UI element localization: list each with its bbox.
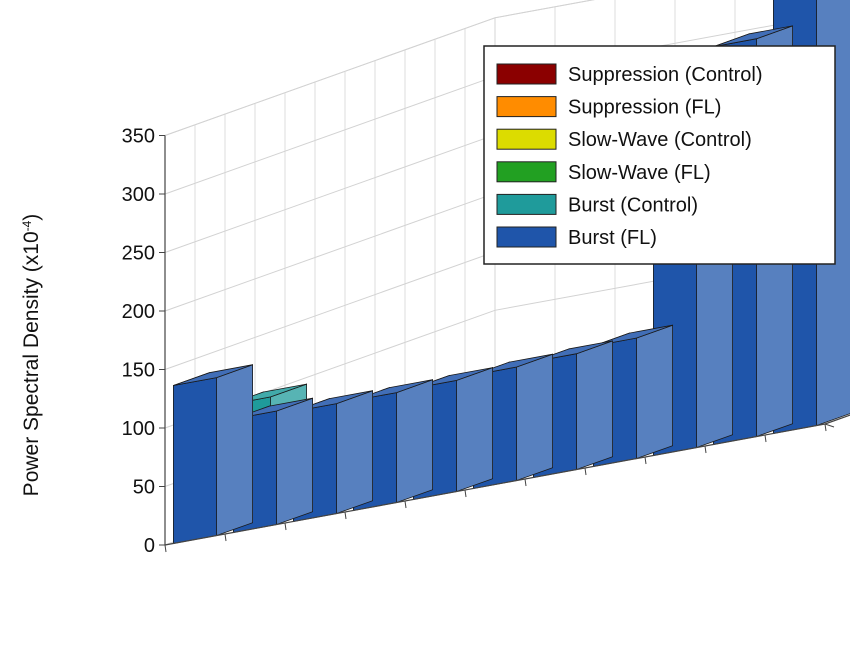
x-tick-mark: [764, 434, 767, 443]
legend-label: Burst (FL): [568, 227, 657, 249]
x-tick-mark: [824, 423, 827, 432]
legend-swatch: [496, 96, 557, 118]
legend-swatch: [496, 161, 557, 183]
legend-swatch: [496, 63, 557, 85]
y-tick-label: 100: [122, 418, 155, 440]
x-tick-mark: [344, 511, 347, 520]
y-tick-label: 300: [122, 184, 155, 206]
y-tick-label: 250: [122, 243, 155, 265]
y-tick-label: 200: [122, 301, 155, 323]
x-tick-mark: [284, 522, 287, 531]
legend-label: Burst (Control): [568, 194, 698, 216]
depth-axis: CorticalSC: [164, 414, 850, 553]
legend-label: Suppression (Control): [568, 64, 763, 86]
legend-swatch: [496, 193, 557, 215]
x-tick-mark: [524, 478, 527, 487]
y-tick-label: 350: [122, 126, 155, 148]
legend-label: Suppression (FL): [568, 97, 721, 119]
y-axis-title: Power Spectral Density (x10-4): [20, 214, 43, 497]
gridline: [164, 244, 850, 429]
legend-swatch: [496, 226, 557, 248]
x-tick-mark: [464, 489, 467, 498]
depth-tick-mark: [824, 423, 835, 428]
x-axis-line: [164, 423, 826, 546]
x-tick-mark: [164, 544, 167, 553]
y-axis-title-sup: -4: [20, 220, 34, 231]
x-tick-mark: [644, 456, 647, 465]
legend-label: Slow-Wave (FL): [568, 162, 711, 184]
x-tick-mark: [584, 467, 587, 476]
y-axis: 0 50 100 150 200 250 300 350: [122, 126, 166, 557]
legend-label: Slow-Wave (Control): [568, 129, 752, 151]
y-tick-label: 0: [144, 535, 155, 557]
gridline: [164, 0, 595, 136]
x-tick-mark: [704, 445, 707, 454]
y-axis-title-close: ): [20, 214, 43, 221]
x-tick-mark: [404, 500, 407, 509]
y-axis-title-main: Power Spectral Density (x10: [20, 231, 43, 496]
legend-swatch: [496, 128, 557, 150]
legend: Suppression (Control) Suppression (FL) Slo…: [483, 45, 836, 265]
y-tick-label: 50: [133, 477, 155, 499]
y-tick-label: 150: [122, 360, 155, 382]
bar: [172, 364, 254, 545]
x-tick-mark: [224, 533, 227, 542]
